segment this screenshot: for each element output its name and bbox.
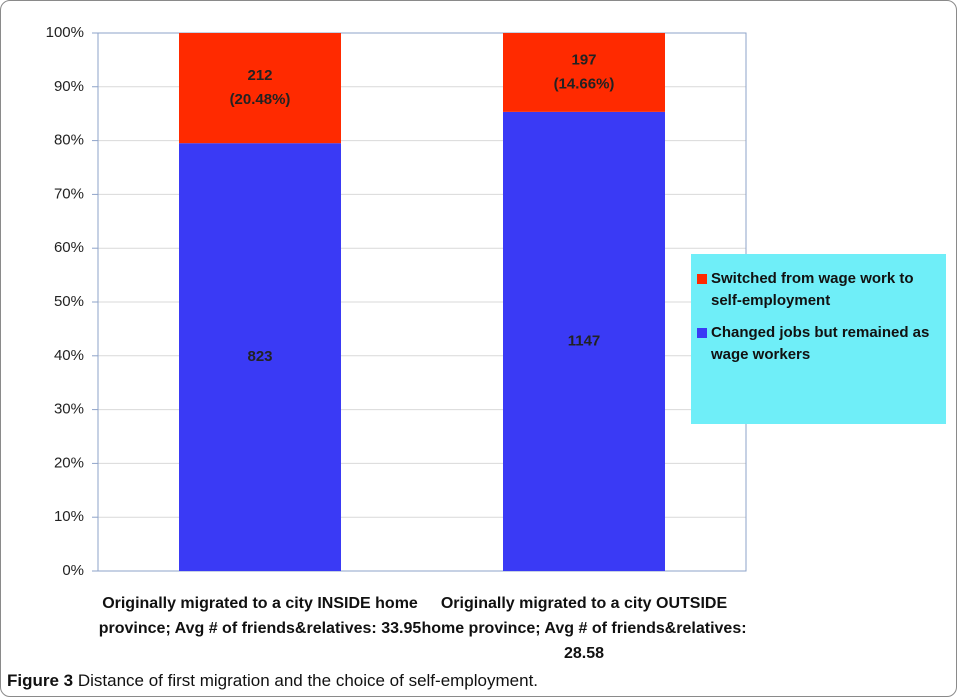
y-tick-label: 70% bbox=[54, 185, 84, 202]
bar-segment bbox=[503, 33, 665, 112]
legend-label: Switched from wage work to self-employme… bbox=[711, 270, 914, 309]
y-tick-label: 40% bbox=[54, 347, 84, 364]
bar-segment bbox=[179, 143, 341, 571]
bar-segment bbox=[503, 111, 665, 572]
caption-text: Distance of first migration and the choi… bbox=[77, 671, 539, 690]
count-label: 197 bbox=[571, 51, 596, 68]
y-tick-label: 90% bbox=[54, 78, 84, 95]
legend: Switched from wage work to self-employme… bbox=[691, 254, 946, 424]
y-tick-label: 60% bbox=[54, 239, 84, 256]
legend-swatch bbox=[697, 328, 707, 338]
caption: Figure 3 Distance of first migration and… bbox=[7, 671, 538, 691]
y-tick-label: 100% bbox=[46, 24, 84, 41]
x-tick-label: Originally migrated to a city INSIDE hom… bbox=[98, 595, 422, 637]
y-tick-label: 0% bbox=[62, 562, 84, 579]
value-label: (20.48%) bbox=[230, 91, 291, 108]
y-tick-label: 20% bbox=[54, 454, 84, 471]
count-label: 1147 bbox=[568, 332, 601, 349]
y-tick-label: 10% bbox=[54, 508, 84, 525]
legend-swatch bbox=[697, 274, 707, 284]
legend-entry: Changed jobs but remained as wage worker… bbox=[697, 322, 942, 366]
y-tick-label: 30% bbox=[54, 401, 84, 418]
count-label: 823 bbox=[247, 348, 272, 365]
bar-segment bbox=[179, 33, 341, 144]
legend-label: Changed jobs but remained as wage worker… bbox=[711, 324, 930, 363]
x-tick-label: Originally migrated to a city OUTSIDE ho… bbox=[421, 595, 747, 662]
y-tick-label: 50% bbox=[54, 293, 84, 310]
value-label: (14.66%) bbox=[554, 75, 615, 92]
caption-label: Figure 3 bbox=[7, 671, 74, 690]
y-tick-label: 80% bbox=[54, 132, 84, 149]
legend-entry: Switched from wage work to self-employme… bbox=[697, 268, 942, 312]
count-label: 212 bbox=[247, 67, 272, 84]
